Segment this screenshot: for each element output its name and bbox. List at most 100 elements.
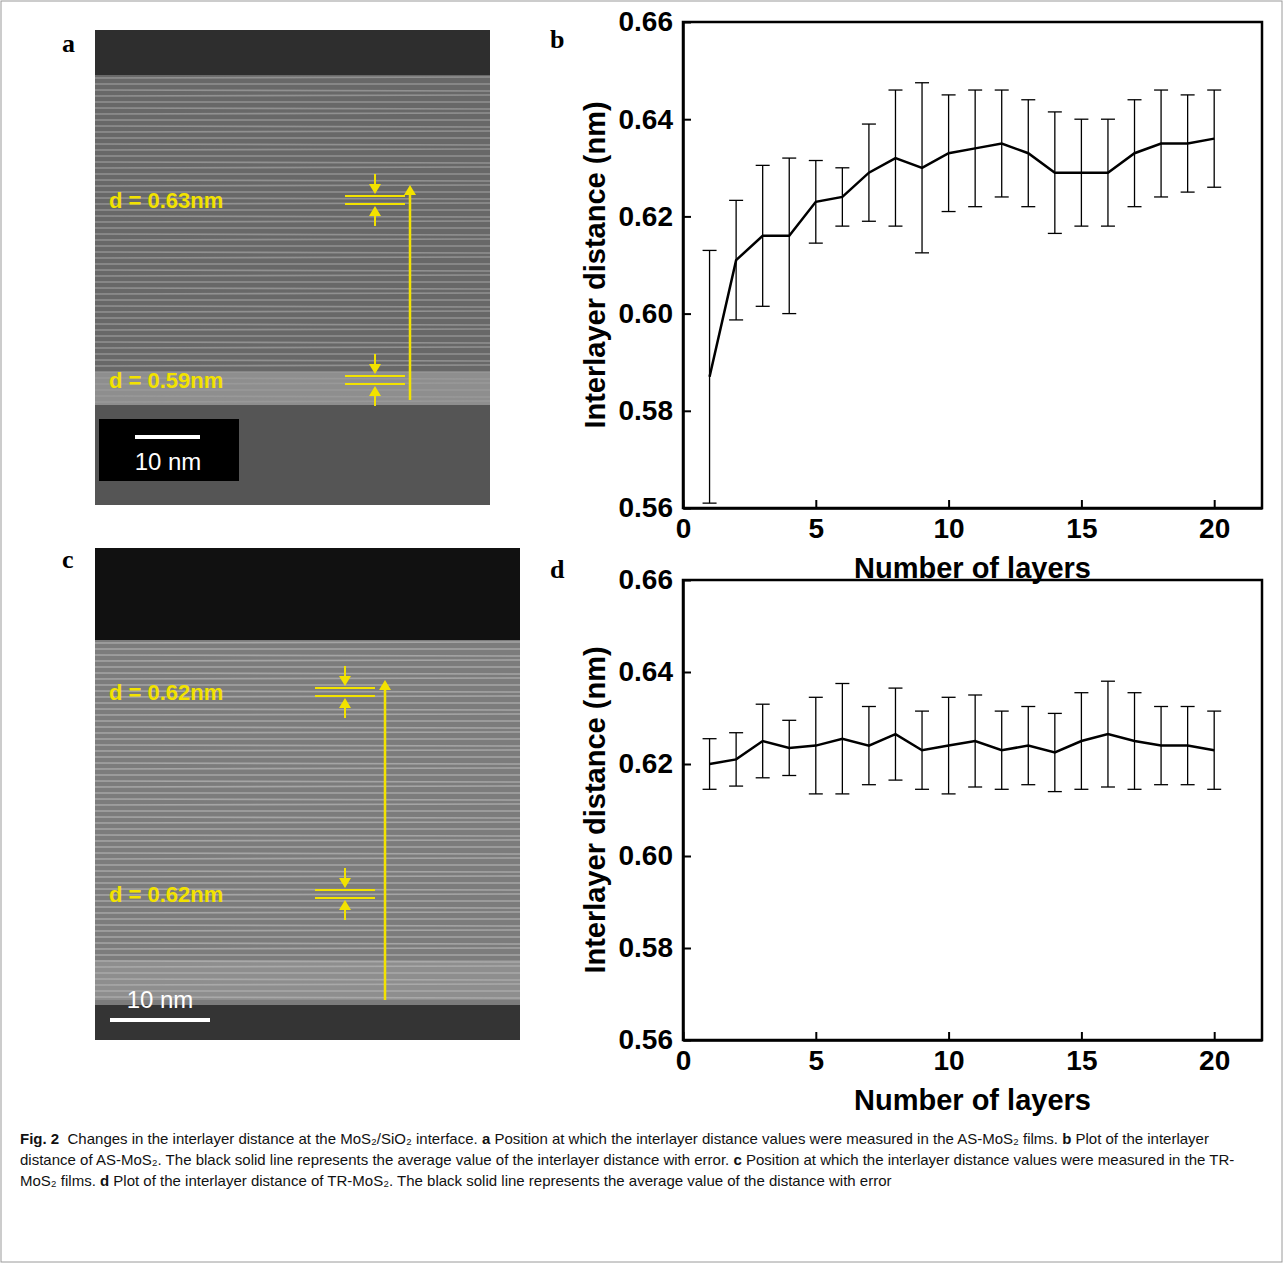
lattice-fringe [95,930,520,931]
lattice-fringe [95,401,490,402]
error-bar-cap [1101,681,1115,682]
error-bar-cap [915,789,929,790]
series-line [710,734,1215,764]
error-bar-stem [815,161,816,244]
error-bar [1048,112,1062,234]
caption-text: Plot of the interlayer distance of TR-Mo… [113,1172,891,1189]
direction-arrow [409,193,412,400]
error-bar-stem [815,697,816,794]
error-bar-cap [1021,99,1035,100]
error-bar-cap [782,775,796,776]
tick: 15 [1066,500,1097,544]
lattice-fringe [95,137,490,139]
error-bar-stem [1214,90,1215,187]
error-bar [915,711,929,789]
arrow-head [339,676,351,686]
lattice-fringe [95,101,490,103]
error-bar-cap [1101,786,1115,787]
error-bar-cap [1207,789,1221,790]
error-bar-cap [1128,206,1142,207]
tick: 0.58 [619,395,692,426]
error-bar-cap [809,242,823,243]
error-bar-stem [921,83,922,253]
lattice-fringe [95,149,490,150]
error-bar-cap [756,777,770,778]
error-bar-stem [1134,100,1135,207]
lattice-fringe [95,666,520,668]
tick-label: 0.66 [619,6,674,37]
lattice-fringe [95,77,490,78]
arrow-head [369,386,381,396]
error-bar [756,165,770,306]
lattice-fringe [95,792,520,794]
tick-label: 15 [1066,513,1097,544]
micrograph-panel: d = 0.63nmd = 0.59nm10 nm [95,30,490,505]
lattice-fringe [95,774,520,776]
lattice-fringe [95,840,520,841]
spacing-marker [345,375,405,377]
error-bar-stem [735,200,736,320]
lattice-fringe [95,817,520,818]
lattice-fringe [95,864,520,866]
lattice-fringe [95,275,490,276]
x-axis-title: Number of layers [854,1084,1091,1116]
error-bar [862,707,876,785]
error-bar-stem [975,90,976,207]
error-bar-stem [709,739,710,790]
lattice-fringe [95,727,520,728]
lattice-fringe [95,83,490,85]
error-bar-stem [1054,112,1055,234]
error-bar-cap [995,789,1009,790]
error-bar-stem [1028,707,1029,785]
error-bar-cap [756,306,770,307]
error-bar-cap [942,211,956,212]
error-bar-cap [809,160,823,161]
tick-label: 0.58 [619,932,674,963]
film-region [95,75,490,405]
tick: 20 [1199,500,1230,544]
lattice-fringe [95,281,490,283]
error-bar-cap [888,779,902,780]
error-bar-cap [1207,710,1221,711]
lattice-fringe [95,804,520,805]
error-bar-cap [995,89,1009,90]
lattice-fringe [95,167,490,168]
error-bar-cap [1101,225,1115,226]
spacing-annotation: d = 0.63nm [109,188,223,213]
error-bar [703,739,717,790]
error-bar [915,83,929,253]
error-bar-cap [1074,119,1088,120]
error-bar-stem [1001,711,1002,789]
y-axis-title: Interlayer distance (nm) [579,646,611,973]
lattice-fringe [95,108,490,109]
error-bar-cap [782,720,796,721]
error-bar-stem [1001,90,1002,197]
spacing-marker [315,687,375,689]
error-bar-cap [888,225,902,226]
error-bar [1154,707,1168,785]
plot-frame [683,580,1262,1040]
error-bar-cap [1154,89,1168,90]
arrow-head [369,184,381,194]
tick-label: 20 [1199,1045,1230,1076]
error-bar-cap [862,706,876,707]
error-bar-cap [809,793,823,794]
error-bar-cap [729,785,743,786]
lattice-fringe [95,781,520,782]
lattice-fringe [95,648,520,650]
lattice-fringe [95,979,520,980]
error-bar [1074,119,1088,226]
panel-label: b [550,25,564,54]
arrow-head [339,900,351,910]
lattice-fringe [95,714,520,715]
error-bar-cap [1181,94,1195,95]
spacing-marker [315,889,375,891]
panel-label: a [62,29,75,58]
lattice-fringe [95,709,520,710]
error-bar [1048,713,1062,791]
lattice-fringe [95,732,520,733]
error-bar-stem [948,95,949,212]
error-bar [942,95,956,212]
error-bar [1207,90,1221,187]
tick: 10 [934,1032,965,1076]
